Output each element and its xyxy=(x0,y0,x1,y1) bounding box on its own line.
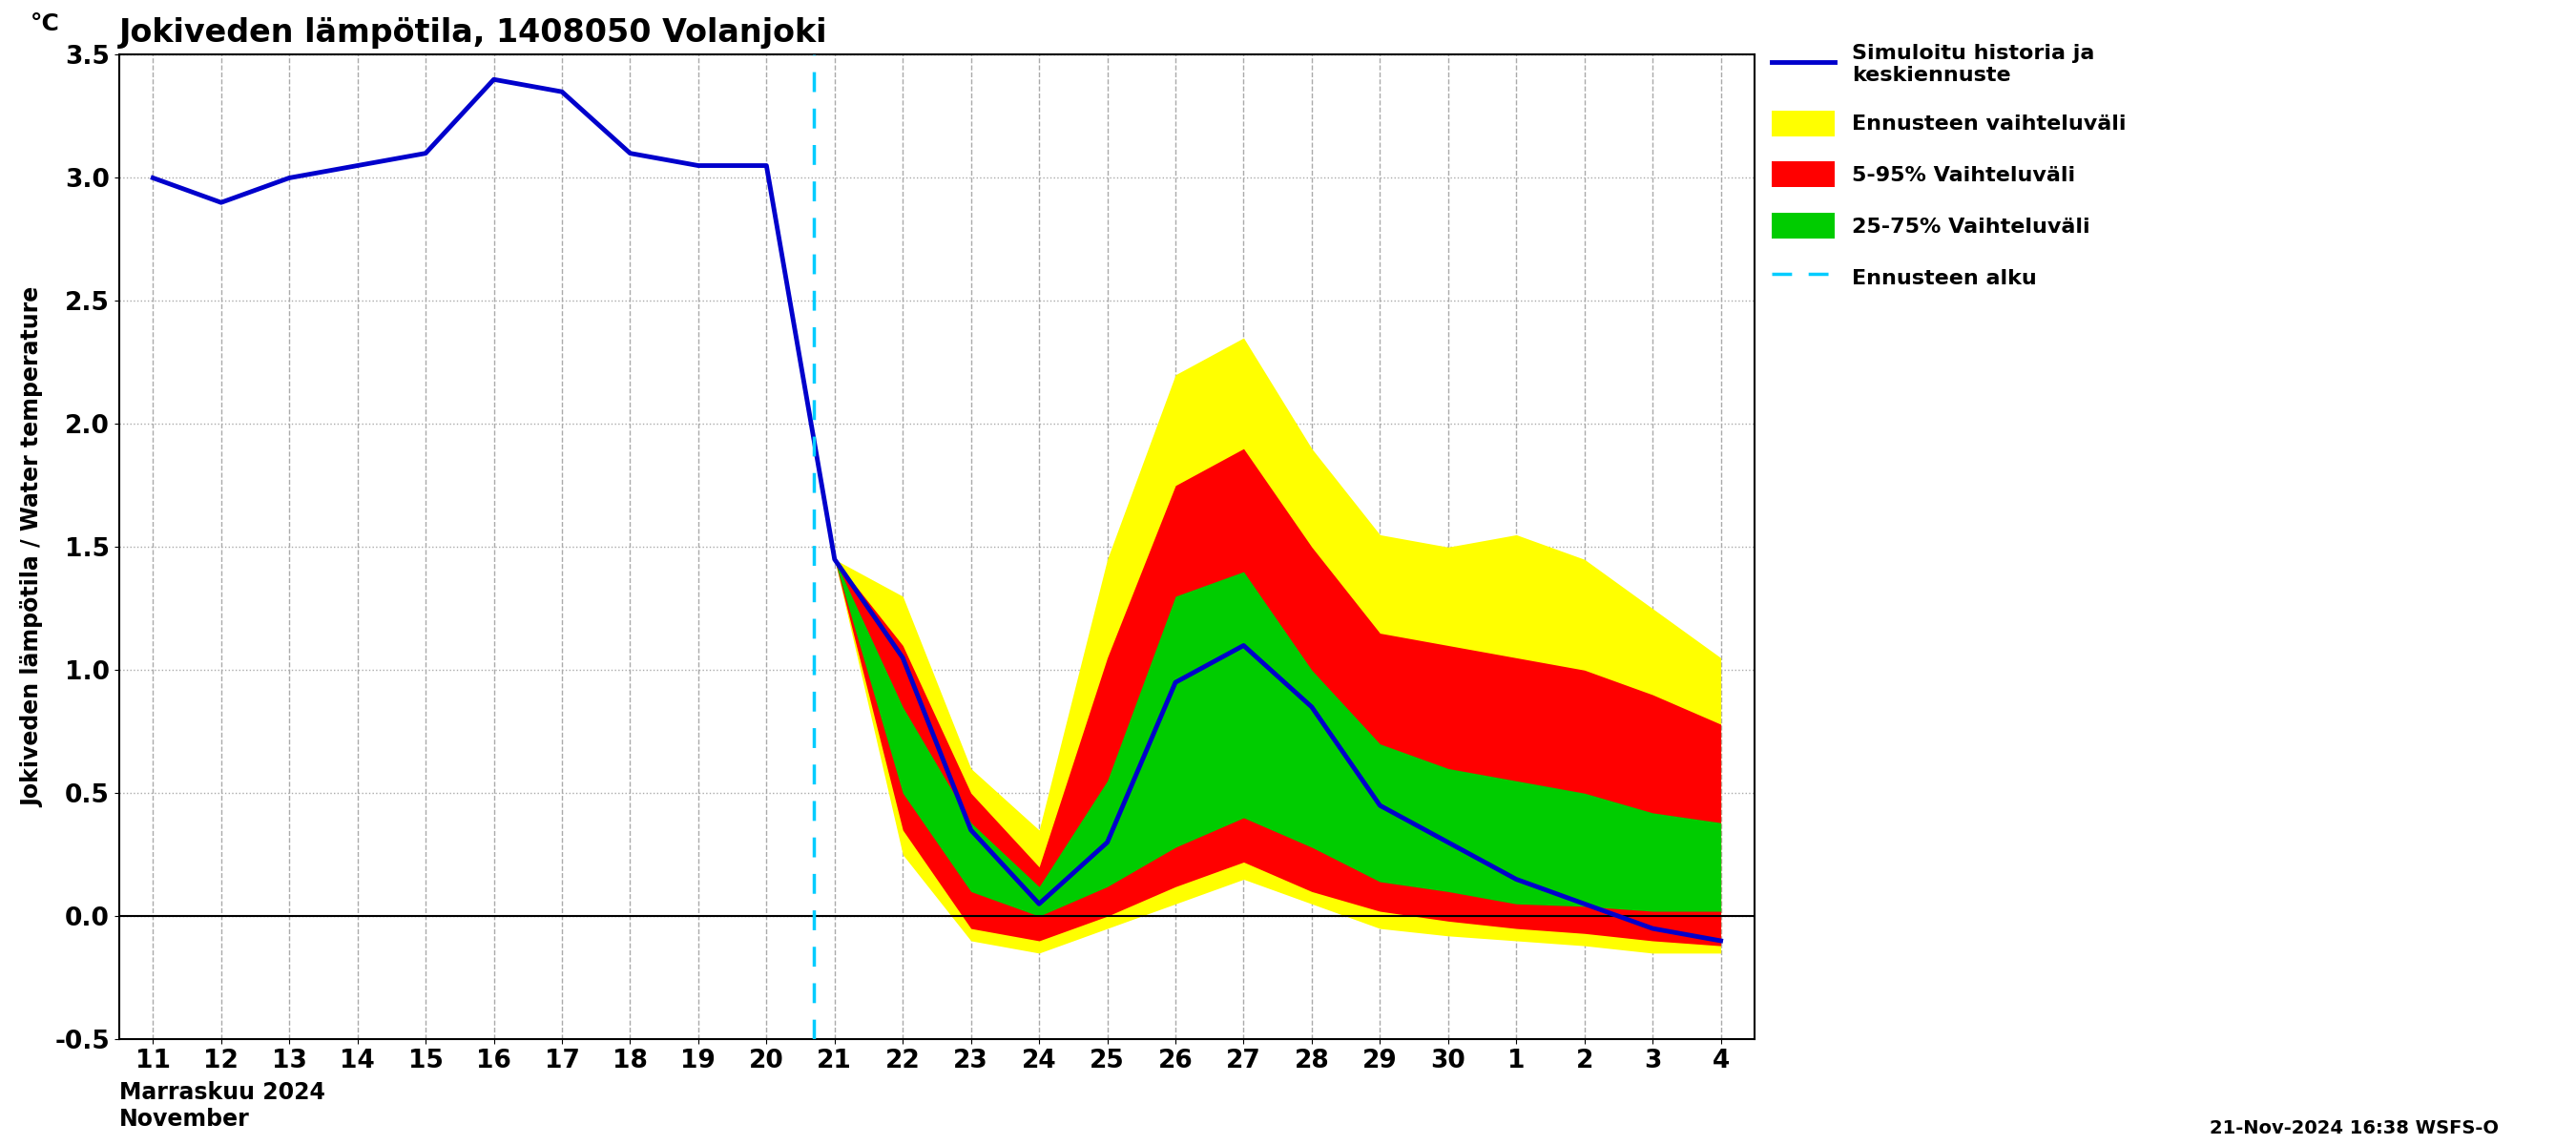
Text: °C: °C xyxy=(31,13,59,35)
Text: Jokiveden lämpötila, 1408050 Volanjoki: Jokiveden lämpötila, 1408050 Volanjoki xyxy=(118,17,827,48)
Text: 21-Nov-2024 16:38 WSFS-O: 21-Nov-2024 16:38 WSFS-O xyxy=(2210,1120,2499,1137)
X-axis label: Marraskuu 2024
November: Marraskuu 2024 November xyxy=(118,1081,325,1130)
Legend: Simuloitu historia ja
keskiennuste, Ennusteen vaihteluväli, 5-95% Vaihteluväli, : Simuloitu historia ja keskiennuste, Ennu… xyxy=(1762,35,2136,299)
Y-axis label: Jokiveden lämpötila / Water temperature: Jokiveden lämpötila / Water temperature xyxy=(21,287,44,807)
